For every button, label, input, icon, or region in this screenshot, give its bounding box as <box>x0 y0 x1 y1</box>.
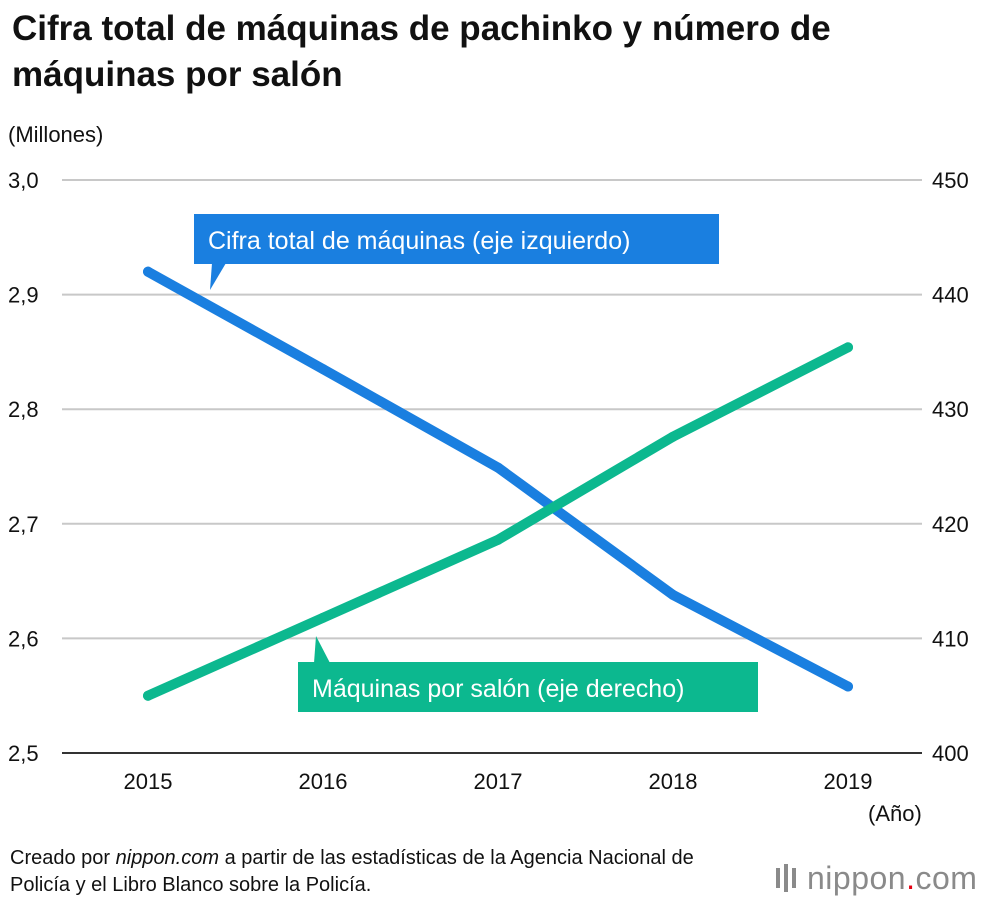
data-point <box>143 690 153 701</box>
data-point <box>493 462 503 473</box>
right-tick-label: 410 <box>932 626 969 651</box>
source-note: Creado por nippon.com a partir de las es… <box>10 845 750 899</box>
source-site: nippon.com <box>115 847 220 869</box>
callout-box <box>298 662 758 712</box>
source-prefix: Creado por <box>10 847 116 869</box>
left-tick-label: 2,9 <box>8 283 39 308</box>
legend-label-2: Máquinas por salón (eje derecho) <box>312 675 684 703</box>
nippon-logo-icon <box>776 864 796 892</box>
right-tick-label: 450 <box>932 168 969 193</box>
left-tick-label: 3,0 <box>8 168 39 193</box>
right-tick-label: 400 <box>932 741 969 766</box>
series-line-2 <box>143 342 853 701</box>
right-tick-label: 440 <box>932 283 969 308</box>
callout-pointer <box>314 636 330 663</box>
left-tick-label: 2,8 <box>8 397 39 422</box>
callout-box <box>194 214 719 264</box>
x-tick-label: 2019 <box>824 769 873 794</box>
source-suffix: a partir de las estadísticas de la Agenc… <box>10 847 694 896</box>
callout-pointer <box>210 263 226 290</box>
data-point <box>318 364 328 375</box>
x-tick-label: 2016 <box>299 769 348 794</box>
chart-title: Cifra total de máquinas de pachinko y nú… <box>12 9 831 94</box>
left-tick-label: 2,6 <box>8 626 39 651</box>
data-point <box>318 612 328 623</box>
data-point <box>843 342 853 353</box>
left-tick-label: 2,5 <box>8 741 39 766</box>
left-axis-unit: (Millones) <box>8 122 104 147</box>
brand-dot: . <box>906 859 916 896</box>
brand-word: nippon <box>807 859 907 896</box>
data-point <box>668 431 678 442</box>
x-tick-label: 2018 <box>649 769 698 794</box>
brand-tld: com <box>915 859 978 896</box>
left-tick-label: 2,7 <box>8 512 39 537</box>
data-point <box>668 589 678 600</box>
x-tick-label: 2017 <box>474 769 523 794</box>
right-tick-label: 430 <box>932 397 969 422</box>
legend-label-1: Cifra total de máquinas (eje izquierdo) <box>208 227 630 255</box>
data-point <box>493 534 503 545</box>
brand-logo: nippon.com <box>775 858 977 898</box>
x-tick-label: 2015 <box>124 769 173 794</box>
x-axis-unit: (Año) <box>868 801 922 826</box>
series-line-1 <box>143 266 853 692</box>
brand-name: nippon.com <box>807 860 977 897</box>
right-tick-label: 420 <box>932 512 969 537</box>
data-point <box>143 266 153 277</box>
data-point <box>843 681 853 692</box>
